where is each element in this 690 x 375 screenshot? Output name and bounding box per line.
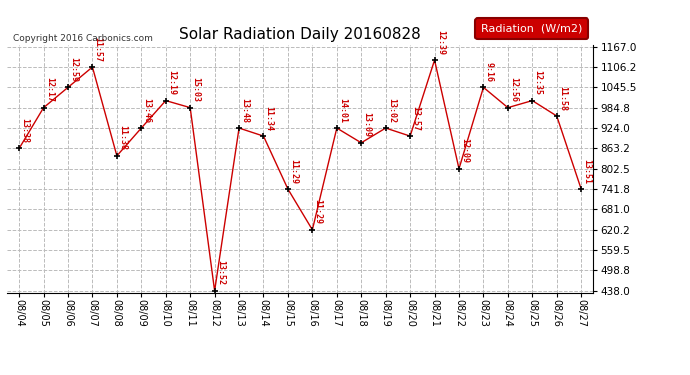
Text: 15:03: 15:03 [191,77,200,102]
Text: 13:52: 13:52 [216,261,225,285]
Title: Solar Radiation Daily 20160828: Solar Radiation Daily 20160828 [179,27,421,42]
Text: Copyright 2016 Carbonics.com: Copyright 2016 Carbonics.com [13,33,152,42]
Text: 13:02: 13:02 [387,98,396,123]
Text: 11:58: 11:58 [558,86,567,111]
Text: 12:35: 12:35 [533,70,542,95]
Text: 9:16: 9:16 [484,62,493,82]
Legend: Radiation  (W/m2): Radiation (W/m2) [475,18,588,39]
Text: 13:51: 13:51 [582,159,591,184]
Text: 11:29: 11:29 [289,159,298,184]
Text: 14:01: 14:01 [338,98,347,123]
Text: 11:29: 11:29 [313,200,323,225]
Text: 12:59: 12:59 [69,57,78,82]
Text: 11:38: 11:38 [118,126,127,150]
Text: 11:57: 11:57 [94,37,103,62]
Text: 12:56: 12:56 [509,77,518,102]
Text: 13:09: 13:09 [362,112,371,137]
Text: 13:57: 13:57 [411,106,420,131]
Text: 12:39: 12:39 [436,30,445,55]
Text: 13:48: 13:48 [240,98,249,123]
Text: 12:17: 12:17 [45,77,54,102]
Text: 11:34: 11:34 [265,106,274,131]
Text: 13:46: 13:46 [143,98,152,123]
Text: 13:38: 13:38 [20,118,30,143]
Text: 12:09: 12:09 [460,138,469,164]
Text: 12:19: 12:19 [167,70,176,95]
